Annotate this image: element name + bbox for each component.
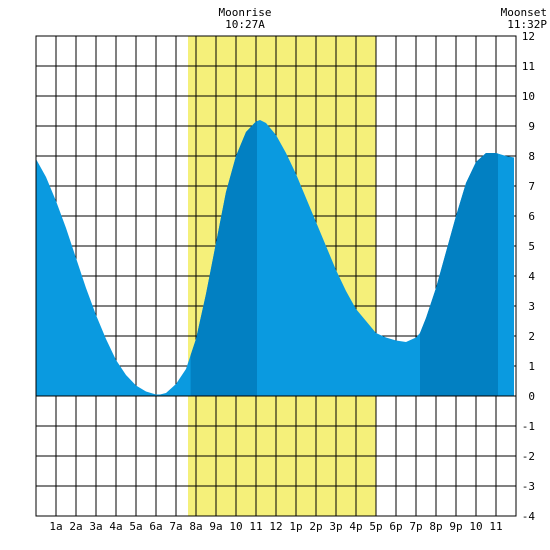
tide-area-highlight: [190, 121, 258, 396]
x-tick-label: 4p: [349, 520, 362, 533]
tide-series: [36, 120, 514, 396]
tide-area-highlight: [420, 153, 498, 396]
moonrise-label: Moonrise: [219, 6, 272, 19]
y-tick-label: 12: [522, 30, 535, 43]
x-tick-label: 1p: [289, 520, 302, 533]
x-tick-label: 2p: [309, 520, 322, 533]
y-tick-label: -2: [522, 450, 535, 463]
x-tick-label: 1a: [49, 520, 62, 533]
x-tick-label: 4a: [109, 520, 122, 533]
plot-frame: [35, 35, 517, 517]
x-tick-label: 5p: [369, 520, 382, 533]
y-tick-label: -1: [522, 420, 535, 433]
y-tick-label: 5: [528, 240, 535, 253]
x-tick-label: 6a: [149, 520, 162, 533]
y-tick-label: 6: [528, 210, 535, 223]
y-tick-label: 3: [528, 300, 535, 313]
x-tick-label: 11: [489, 520, 502, 533]
moonrise-time: 10:27A: [225, 18, 265, 31]
y-tick-label: 4: [528, 270, 535, 283]
x-tick-label: 8p: [429, 520, 442, 533]
plot-border: [35, 35, 517, 517]
tide-area: [36, 120, 514, 396]
x-tick-label: 7p: [409, 520, 422, 533]
x-tick-label: 10: [469, 520, 482, 533]
y-tick-label: 9: [528, 120, 535, 133]
y-tick-label: 8: [528, 150, 535, 163]
y-tick-label: 10: [522, 90, 535, 103]
y-tick-label: 0: [528, 390, 535, 403]
y-tick-label: 11: [522, 60, 535, 73]
y-tick-label: -4: [522, 510, 536, 523]
x-tick-label: 7a: [169, 520, 182, 533]
x-tick-label: 12: [269, 520, 282, 533]
y-tick-label: 7: [528, 180, 535, 193]
x-tick-label: 9a: [209, 520, 222, 533]
x-tick-label: 5a: [129, 520, 142, 533]
y-tick-label: 1: [528, 360, 535, 373]
moonset-time: 11:32P: [507, 18, 547, 31]
y-tick-label: -3: [522, 480, 535, 493]
x-tick-label: 11: [249, 520, 262, 533]
y-tick-label: 2: [528, 330, 535, 343]
x-tick-label: 9p: [449, 520, 462, 533]
x-axis-ticks: 1a 2a 3a 4a 5a 6a 7a 8a 9a 10 11 12 1p 2p 3p 4p 5p 6p 7p 8p…: [49, 520, 502, 533]
x-tick-label: 6p: [389, 520, 402, 533]
x-tick-label: 8a: [189, 520, 202, 533]
x-tick-label: 2a: [69, 520, 82, 533]
moonset-label: Moonset: [501, 6, 547, 19]
x-tick-label: 3p: [329, 520, 342, 533]
x-tick-label: 3a: [89, 520, 102, 533]
x-tick-label: 10: [229, 520, 242, 533]
